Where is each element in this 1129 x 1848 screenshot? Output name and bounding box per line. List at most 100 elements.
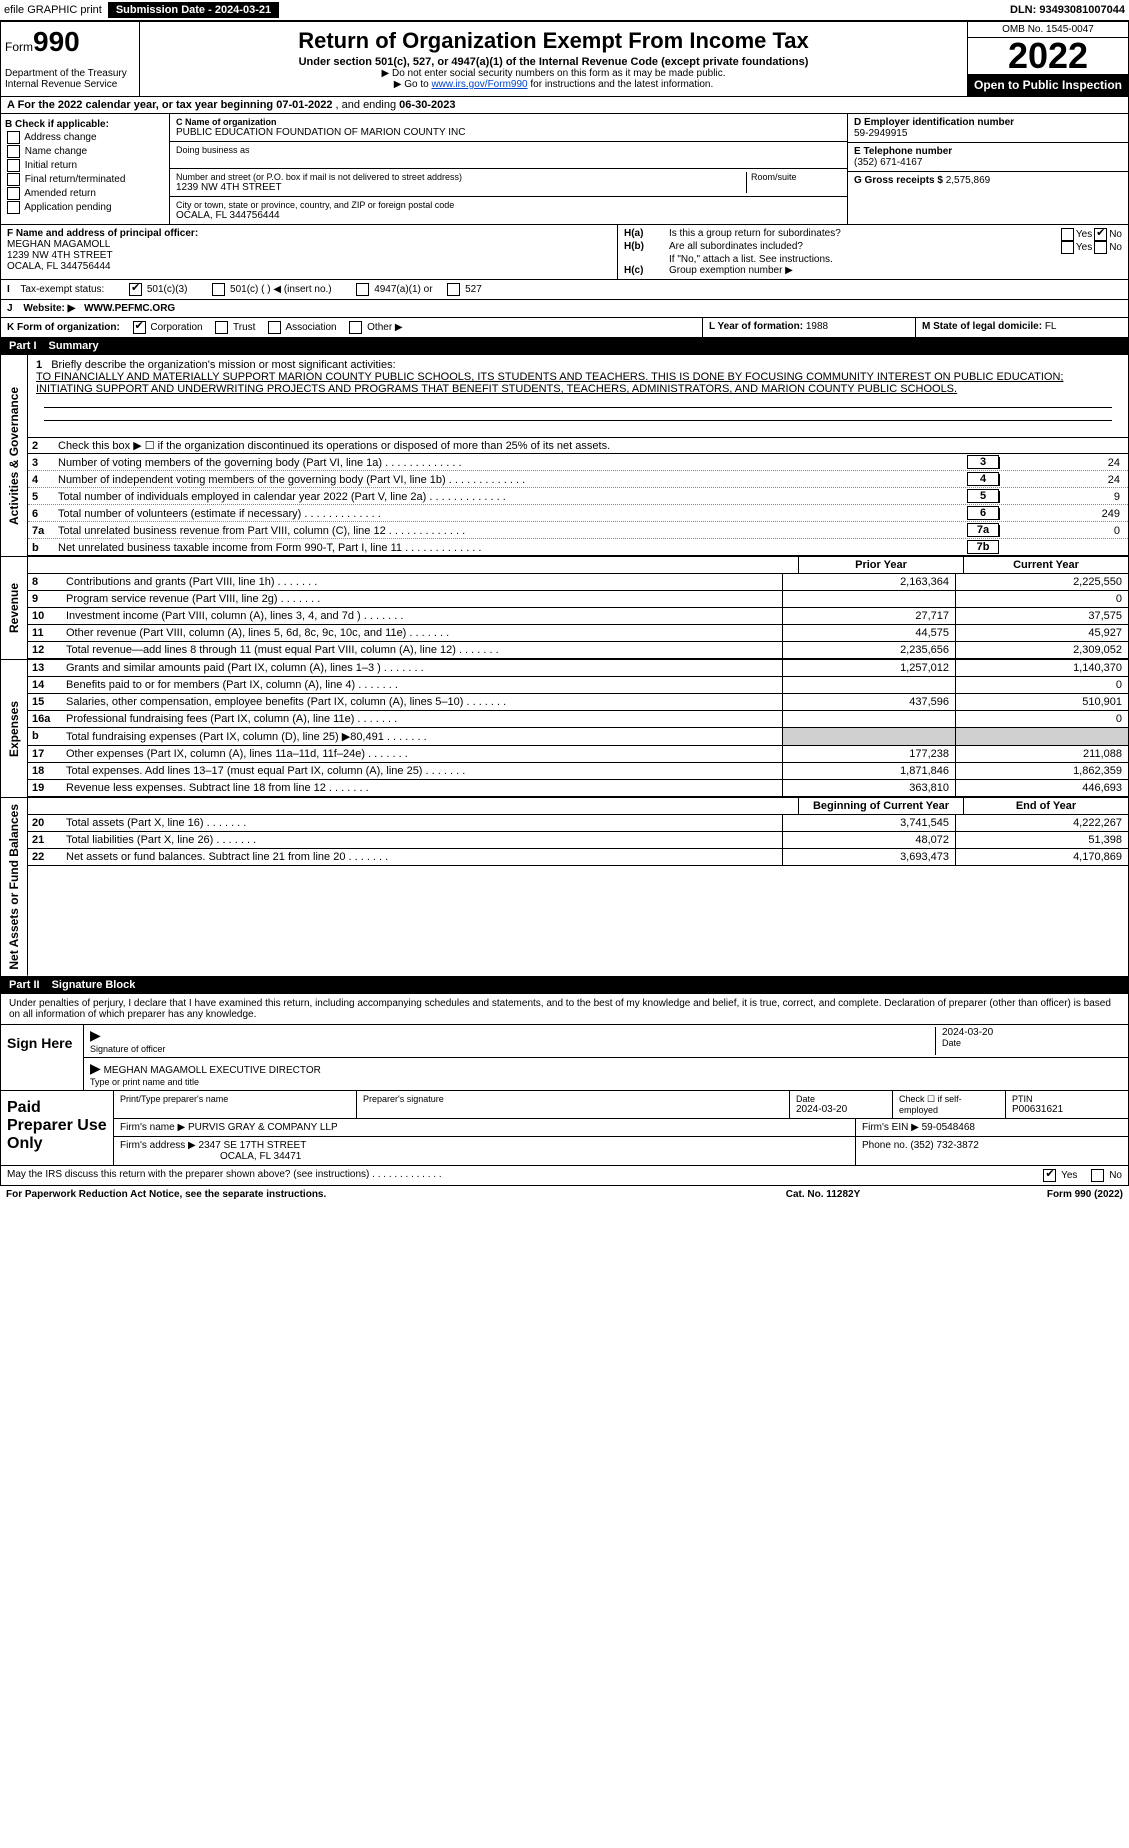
mission-section: 1 Briefly describe the organization's mi…	[28, 355, 1128, 438]
g-gross-label: G Gross receipts $	[854, 175, 946, 186]
col-d-right: D Employer identification number 59-2949…	[847, 114, 1128, 224]
table-row: 12Total revenue—add lines 8 through 11 (…	[28, 642, 1128, 659]
tax-status-label: Tax-exempt status:	[20, 284, 104, 295]
row-klm: K Form of organization: Corporation Trus…	[0, 318, 1129, 338]
chk-501c3[interactable]: 501(c)(3)	[127, 284, 187, 295]
hdr-prior-year: Prior Year	[798, 557, 963, 573]
tax-year: 2022	[968, 38, 1128, 74]
dept-treasury: Department of the Treasury	[5, 58, 135, 79]
signature-block: Under penalties of perjury, I declare th…	[0, 994, 1129, 1091]
row-i-tax-status: I Tax-exempt status: 501(c)(3) 501(c) ( …	[0, 280, 1129, 300]
firm-name-label: Firm's name ▶	[120, 1122, 185, 1133]
table-row: 9Program service revenue (Part VIII, lin…	[28, 591, 1128, 608]
section-bcd: B Check if applicable: Address change Na…	[0, 114, 1129, 225]
line7a-val: 0	[999, 525, 1124, 537]
prep-date: 2024-03-20	[796, 1104, 886, 1115]
line7a-text: Total unrelated business revenue from Pa…	[58, 525, 963, 537]
form-header: Form990 Department of the Treasury Inter…	[0, 21, 1129, 97]
discuss-no[interactable]: No	[1089, 1169, 1122, 1182]
chk-527[interactable]: 527	[445, 284, 481, 295]
ein-value: 59-2949915	[854, 128, 1122, 139]
dept-irs: Internal Revenue Service	[5, 79, 135, 90]
vtab-revenue: Revenue	[1, 557, 28, 659]
dln-label: DLN: 93493081007044	[1010, 4, 1125, 16]
paid-preparer-label: Paid Preparer Use Only	[1, 1091, 114, 1165]
governance-block: Activities & Governance 1 Briefly descri…	[0, 355, 1129, 557]
phone-value: (352) 671-4167	[854, 157, 1122, 168]
net-assets-block: Net Assets or Fund Balances Beginning of…	[0, 798, 1129, 977]
hb-yes[interactable]: Yes	[1059, 241, 1092, 254]
chk-501c[interactable]: 501(c) ( ) ◀ (insert no.)	[210, 284, 331, 295]
ha-no[interactable]: No	[1092, 228, 1122, 241]
hb-no[interactable]: No	[1092, 241, 1122, 254]
table-row: 10Investment income (Part VIII, column (…	[28, 608, 1128, 625]
page-footer: For Paperwork Reduction Act Notice, see …	[0, 1186, 1129, 1203]
website-label: Website: ▶	[23, 303, 75, 314]
row-a-mid: , and ending	[336, 99, 400, 111]
part1-header: Part I Summary	[0, 338, 1129, 355]
firm-phone: (352) 732-3872	[910, 1140, 978, 1151]
officer-addr1: 1239 NW 4TH STREET	[7, 250, 611, 261]
chk-application-pending[interactable]: Application pending	[5, 201, 165, 214]
sig-date: 2024-03-20	[942, 1027, 993, 1038]
firm-ein: 59-0548468	[922, 1122, 975, 1133]
d-ein-label: D Employer identification number	[854, 117, 1122, 128]
revenue-block: Revenue Prior Year Current Year 8Contrib…	[0, 557, 1129, 660]
line7b-text: Net unrelated business taxable income fr…	[58, 542, 963, 554]
part2-label: Part II	[9, 979, 40, 991]
chk-name-change[interactable]: Name change	[5, 145, 165, 158]
chk-corporation[interactable]: Corporation	[131, 322, 203, 333]
ssn-note: ▶ Do not enter social security numbers o…	[150, 68, 957, 79]
name-title-label: Type or print name and title	[90, 1077, 199, 1087]
ha-yes[interactable]: Yes	[1059, 228, 1092, 241]
goto-prefix: ▶ Go to	[394, 79, 432, 90]
e-phone-label: E Telephone number	[854, 146, 1122, 157]
chk-trust[interactable]: Trust	[213, 322, 255, 333]
col-b-checkboxes: B Check if applicable: Address change Na…	[1, 114, 170, 224]
table-row: 18Total expenses. Add lines 13–17 (must …	[28, 763, 1128, 780]
m-label: M State of legal domicile:	[922, 321, 1045, 332]
ptin-label: PTIN	[1012, 1094, 1122, 1104]
chk-final-return[interactable]: Final return/terminated	[5, 173, 165, 186]
chk-4947[interactable]: 4947(a)(1) or	[354, 284, 432, 295]
chk-other[interactable]: Other ▶	[347, 322, 402, 333]
arrow-icon: ▶	[90, 1060, 101, 1076]
prep-date-label: Date	[796, 1094, 886, 1104]
officer-name-title: MEGHAN MAGAMOLL EXECUTIVE DIRECTOR	[104, 1065, 321, 1076]
form-subtitle: Under section 501(c), 527, or 4947(a)(1)…	[150, 56, 957, 68]
ha-text: Is this a group return for subordinates?	[669, 228, 1059, 241]
hb-text: Are all subordinates included?	[669, 241, 1059, 254]
paid-preparer-block: Paid Preparer Use Only Print/Type prepar…	[0, 1091, 1129, 1166]
k-label: K Form of organization:	[7, 322, 120, 333]
vtab-net-assets: Net Assets or Fund Balances	[1, 798, 28, 976]
chk-initial-return[interactable]: Initial return	[5, 159, 165, 172]
hc-label: H(c)	[624, 265, 669, 276]
expenses-block: Expenses 13Grants and similar amounts pa…	[0, 660, 1129, 798]
chk-address-change[interactable]: Address change	[5, 131, 165, 144]
penalty-text: Under penalties of perjury, I declare th…	[1, 994, 1128, 1025]
irs-link[interactable]: www.irs.gov/Form990	[431, 79, 527, 90]
firm-addr-label: Firm's address ▶	[120, 1140, 196, 1151]
row-a-end: 06-30-2023	[399, 99, 455, 111]
date-label: Date	[942, 1038, 961, 1048]
footer-form: Form 990 (2022)	[923, 1189, 1123, 1200]
addr-label: Number and street (or P.O. box if mail i…	[176, 172, 742, 182]
line5-val: 9	[999, 491, 1124, 503]
f-label: F Name and address of principal officer:	[7, 228, 611, 239]
line6-text: Total number of volunteers (estimate if …	[58, 508, 963, 520]
discuss-text: May the IRS discuss this return with the…	[7, 1169, 1041, 1182]
discuss-yes[interactable]: Yes	[1041, 1169, 1077, 1182]
table-row: 11Other revenue (Part VIII, column (A), …	[28, 625, 1128, 642]
prep-self-emp[interactable]: Check ☐ if self-employed	[893, 1091, 1006, 1118]
chk-association[interactable]: Association	[266, 322, 336, 333]
hdr-begin-year: Beginning of Current Year	[798, 798, 963, 814]
org-address: 1239 NW 4TH STREET	[176, 182, 742, 193]
firm-ein-label: Firm's EIN ▶	[862, 1122, 919, 1133]
firm-addr2: OCALA, FL 34471	[220, 1151, 301, 1162]
table-row: 17Other expenses (Part IX, column (A), l…	[28, 746, 1128, 763]
open-public-badge: Open to Public Inspection	[968, 74, 1128, 96]
chk-amended-return[interactable]: Amended return	[5, 187, 165, 200]
col-c-org: C Name of organization PUBLIC EDUCATION …	[170, 114, 847, 224]
table-row: 19Revenue less expenses. Subtract line 1…	[28, 780, 1128, 797]
ha-label: H(a)	[624, 228, 669, 241]
